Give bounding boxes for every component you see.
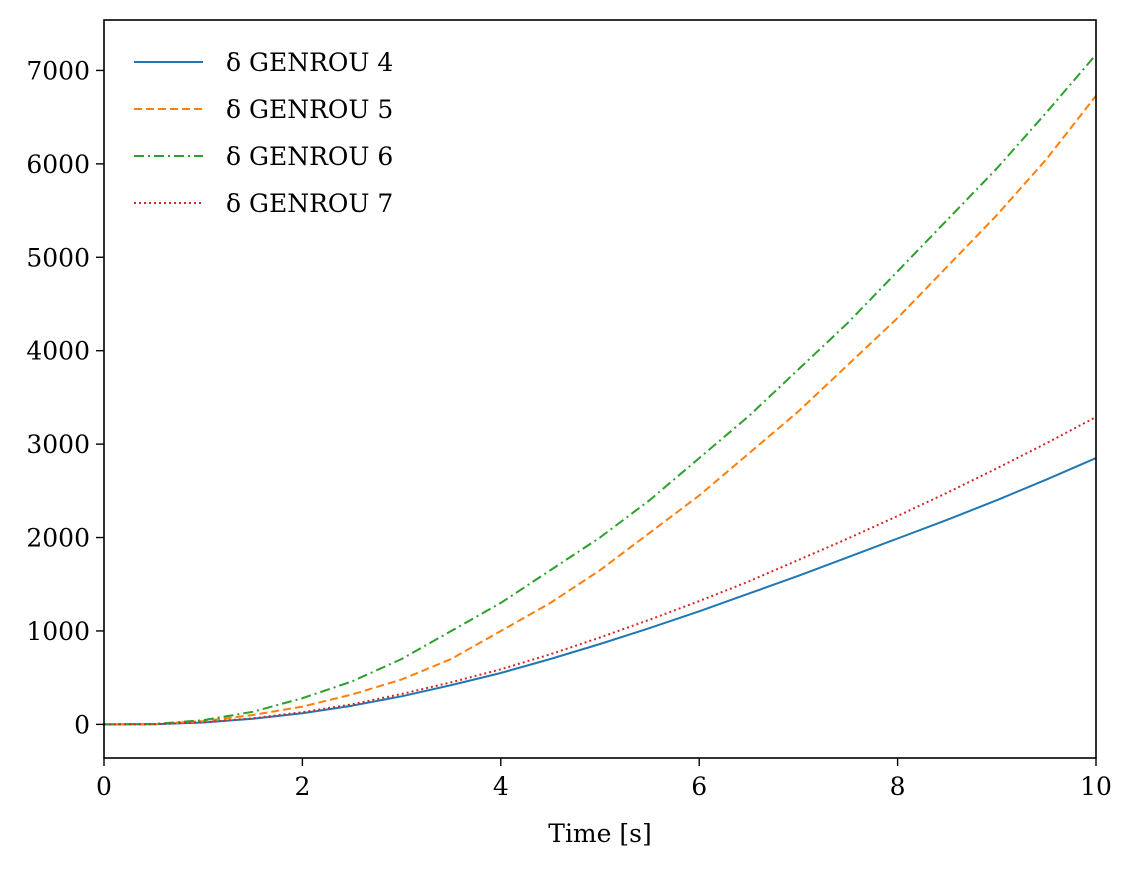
x-tick-label: 10 xyxy=(1080,772,1112,801)
series-line-4 xyxy=(103,416,1097,726)
y-tick-label: 3000 xyxy=(26,430,90,459)
legend-label-1: δ GENROU 4 xyxy=(226,48,393,77)
legend: δ GENROU 4 δ GENROU 5 δ GENROU 6 δ GENROU 7 xyxy=(134,48,393,218)
y-tick-label: 5000 xyxy=(26,243,90,272)
y-tick-label: 2000 xyxy=(26,524,90,553)
series-line-1 xyxy=(103,457,1097,726)
x-axis-label: Time [s] xyxy=(548,819,651,848)
y-tick-label: 1000 xyxy=(26,617,90,646)
y-tick-label: 7000 xyxy=(26,56,90,85)
series-layer xyxy=(103,53,1097,726)
series-line-2 xyxy=(103,95,1097,726)
x-tick-label: 0 xyxy=(96,772,112,801)
ticks-layer: 0 2 4 6 8 10 0 1000 2000 3000 4000 5000 6000 7000 xyxy=(26,56,1112,801)
plot-frame xyxy=(103,19,1097,759)
legend-label-4: δ GENROU 7 xyxy=(226,189,393,218)
y-tick-label: 0 xyxy=(74,710,90,739)
legend-label-3: δ GENROU 6 xyxy=(226,142,393,171)
x-tick-label: 6 xyxy=(691,772,707,801)
y-tick-label: 4000 xyxy=(26,337,90,366)
x-tick-label: 4 xyxy=(493,772,509,801)
x-tick-label: 2 xyxy=(294,772,310,801)
legend-label-2: δ GENROU 5 xyxy=(226,95,393,124)
series-line-3 xyxy=(103,53,1097,726)
y-tick-label: 6000 xyxy=(26,150,90,179)
x-tick-label: 8 xyxy=(890,772,906,801)
